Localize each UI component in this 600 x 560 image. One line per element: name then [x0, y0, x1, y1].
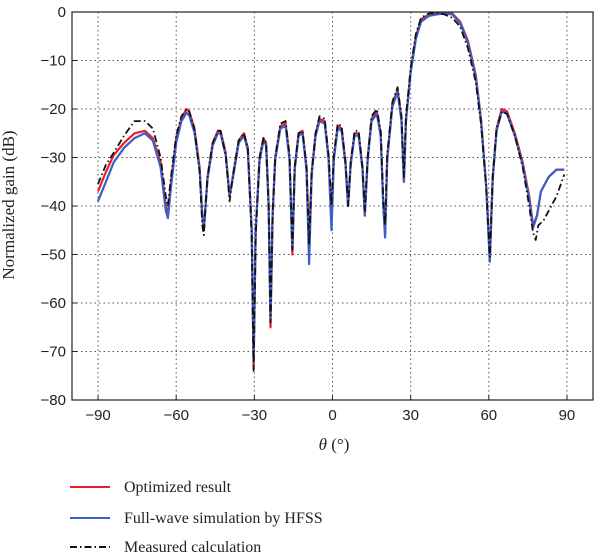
- x-tick-label: −30: [242, 407, 267, 424]
- y-tick-label: −30: [41, 150, 66, 167]
- x-tick-label: −60: [163, 407, 188, 424]
- x-axis-symbol: θ: [319, 435, 327, 454]
- series-layer: [96, 11, 566, 372]
- y-tick-label: 0: [58, 4, 66, 21]
- y-tick-label: −10: [41, 53, 66, 70]
- x-tick-label: 30: [402, 407, 419, 424]
- y-tick-label: −70: [41, 344, 66, 361]
- x-axis-unit: (°): [327, 435, 349, 454]
- legend: Optimized result Full-wave simulation by…: [70, 479, 323, 556]
- hfss-simulation-line: [96, 12, 565, 363]
- x-tick-label: 60: [480, 407, 497, 424]
- legend-label-optimized: Optimized result: [124, 479, 232, 496]
- y-tick-layer: 0 −10 −20 −30 −40 −50 −60 −70 −80: [41, 4, 77, 409]
- legend-label-measured: Measured calculation: [124, 539, 261, 556]
- y-axis-label: Normalized gain (dB): [0, 130, 18, 279]
- x-tick-label: −90: [85, 407, 110, 424]
- measured-calculation-line: [97, 12, 566, 372]
- x-axis-label: θ (°): [319, 435, 350, 454]
- x-tick-label: 0: [328, 407, 336, 424]
- y-tick-label: −20: [41, 101, 66, 118]
- y-tick-label: −40: [41, 198, 66, 215]
- x-tick-label: 90: [559, 407, 576, 424]
- x-tick-layer: −90 −60 −30 0 30 60 90: [85, 395, 575, 424]
- y-tick-label: −80: [41, 392, 66, 409]
- y-tick-label: −60: [41, 295, 66, 312]
- legend-label-hfss: Full-wave simulation by HFSS: [124, 510, 323, 527]
- y-tick-label: −50: [41, 247, 66, 264]
